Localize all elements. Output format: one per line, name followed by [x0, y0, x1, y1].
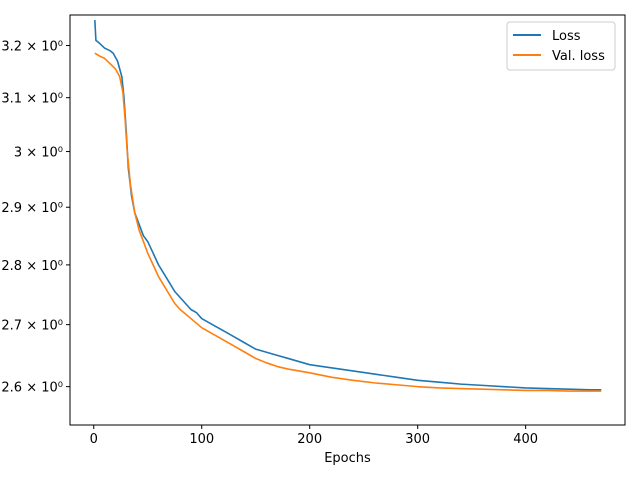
- x-tick-label: 400: [513, 432, 538, 447]
- legend-items: Loss Val. loss: [513, 29, 605, 64]
- x-axis-label: Epochs: [324, 451, 371, 466]
- y-tick-label: 2.6 × 10⁰: [1, 381, 63, 396]
- y-tick-label: 3.1 × 10⁰: [1, 92, 63, 107]
- legend-label: Val. loss: [552, 49, 605, 64]
- series-line-2: [94, 52, 602, 392]
- y-tick-label: 3.2 × 10⁰: [1, 40, 63, 55]
- x-tick-label: 0: [90, 432, 98, 447]
- y-tick-label: 2.7 × 10⁰: [1, 319, 63, 334]
- series-layer: [94, 20, 602, 392]
- plot-frame: [69, 14, 626, 426]
- x-tick-label: 100: [189, 432, 214, 447]
- legend-label: Loss: [552, 29, 581, 44]
- y-tick-label: 2.9 × 10⁰: [1, 201, 63, 216]
- legend: Loss Val. loss: [506, 21, 616, 71]
- x-tick-label: 200: [297, 432, 322, 447]
- y-tick-label: 3 × 10⁰: [14, 146, 63, 161]
- y-tick-label: 2.8 × 10⁰: [1, 259, 63, 274]
- y-axis-ticks: 2.6 × 10⁰ 2.7 × 10⁰ 2.8 × 10⁰ 2.9 × 10⁰ 3 × …: [1, 40, 70, 396]
- x-axis-ticks: 0 100 200 300 400: [90, 425, 538, 447]
- x-tick-label: 300: [405, 432, 430, 447]
